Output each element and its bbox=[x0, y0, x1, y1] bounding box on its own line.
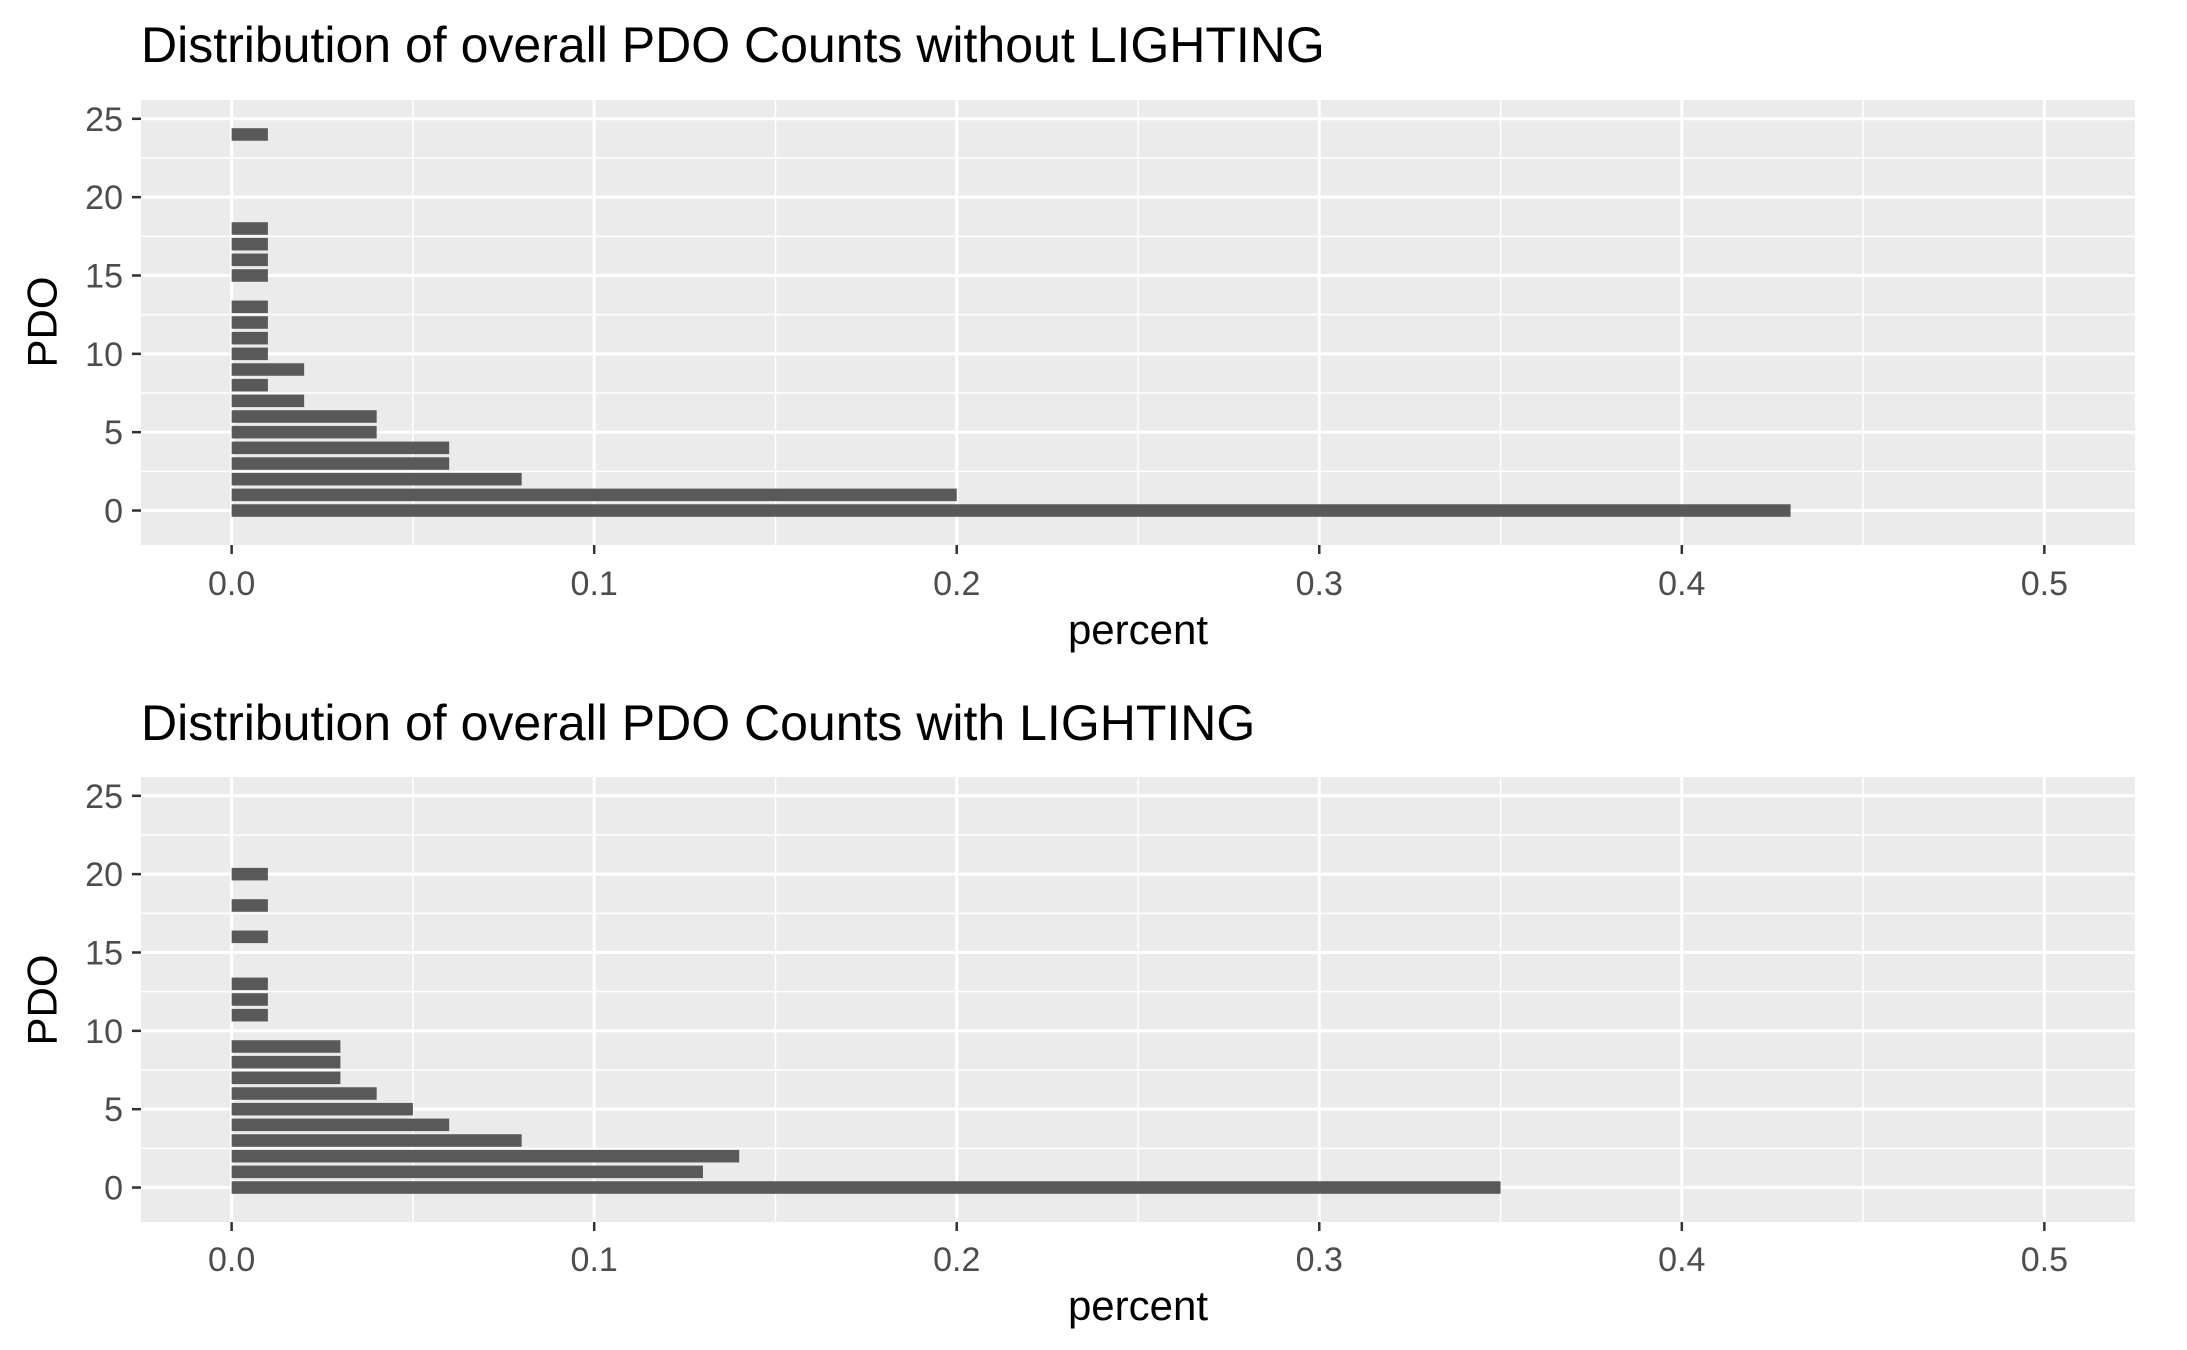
bar-pdo-10 bbox=[231, 347, 268, 361]
y-axis-title: PDO bbox=[19, 276, 66, 367]
x-tick-label: 0.3 bbox=[1296, 565, 1343, 603]
y-tick-label: 15 bbox=[85, 934, 123, 972]
y-tick-label: 10 bbox=[85, 1013, 123, 1051]
y-tick-label: 15 bbox=[85, 257, 123, 295]
y-tick-label: 0 bbox=[104, 493, 123, 531]
bar-pdo-8 bbox=[231, 378, 268, 392]
bar-pdo-16 bbox=[231, 253, 268, 267]
x-tick-label: 0.4 bbox=[1658, 1241, 1705, 1279]
x-tick-label: 0.3 bbox=[1296, 1241, 1343, 1279]
bar-pdo-13 bbox=[231, 300, 268, 314]
bar-pdo-11 bbox=[231, 331, 268, 345]
bar-pdo-15 bbox=[231, 269, 268, 282]
bar-pdo-7 bbox=[231, 1071, 341, 1085]
chart-with-lighting: Distribution of overall PDO Counts with … bbox=[19, 695, 2135, 1329]
x-axis-title: percent bbox=[1068, 1282, 1208, 1329]
bar-pdo-17 bbox=[231, 237, 268, 251]
x-tick-label: 0.0 bbox=[208, 565, 255, 603]
x-tick-label: 0.0 bbox=[208, 1241, 255, 1279]
bar-pdo-1 bbox=[231, 488, 957, 502]
bar-pdo-12 bbox=[231, 316, 268, 329]
x-tick-label: 0.2 bbox=[933, 565, 980, 603]
bar-pdo-13 bbox=[231, 977, 268, 991]
bar-pdo-16 bbox=[231, 930, 268, 944]
bar-pdo-9 bbox=[231, 1040, 341, 1053]
bar-pdo-3 bbox=[231, 457, 450, 470]
x-axis-title: percent bbox=[1068, 606, 1208, 653]
bar-pdo-2 bbox=[231, 1149, 740, 1163]
bar-pdo-5 bbox=[231, 425, 377, 439]
y-tick-label: 25 bbox=[85, 778, 123, 816]
bar-pdo-12 bbox=[231, 993, 268, 1006]
bar-pdo-24 bbox=[231, 128, 268, 141]
x-tick-label: 0.1 bbox=[571, 1241, 618, 1279]
chart-title: Distribution of overall PDO Counts witho… bbox=[141, 17, 1325, 73]
bar-pdo-3 bbox=[231, 1134, 522, 1147]
bar-pdo-8 bbox=[231, 1055, 341, 1069]
y-tick-label: 5 bbox=[104, 414, 123, 452]
bar-pdo-18 bbox=[231, 222, 268, 235]
bar-pdo-11 bbox=[231, 1008, 268, 1022]
y-axis-title: PDO bbox=[19, 954, 66, 1045]
x-tick-label: 0.5 bbox=[2021, 565, 2068, 603]
y-tick-label: 10 bbox=[85, 336, 123, 374]
bar-pdo-18 bbox=[231, 899, 268, 912]
bar-pdo-5 bbox=[231, 1102, 413, 1116]
y-tick-label: 0 bbox=[104, 1170, 123, 1208]
y-tick-label: 25 bbox=[85, 101, 123, 139]
bar-pdo-0 bbox=[231, 504, 1791, 517]
bar-pdo-6 bbox=[231, 410, 377, 423]
bar-pdo-4 bbox=[231, 441, 450, 455]
chart-title: Distribution of overall PDO Counts with … bbox=[141, 695, 1255, 751]
chart-without-lighting: Distribution of overall PDO Counts witho… bbox=[19, 17, 2135, 653]
bar-pdo-9 bbox=[231, 363, 305, 376]
bar-pdo-6 bbox=[231, 1087, 377, 1100]
bar-pdo-0 bbox=[231, 1181, 1501, 1194]
bar-pdo-4 bbox=[231, 1118, 450, 1132]
y-tick-label: 5 bbox=[104, 1091, 123, 1129]
y-tick-label: 20 bbox=[85, 179, 123, 217]
bar-pdo-1 bbox=[231, 1165, 703, 1179]
bar-pdo-7 bbox=[231, 394, 305, 408]
x-tick-label: 0.5 bbox=[2021, 1241, 2068, 1279]
bar-pdo-2 bbox=[231, 472, 522, 486]
x-tick-label: 0.2 bbox=[933, 1241, 980, 1279]
bar-pdo-20 bbox=[231, 867, 268, 881]
x-tick-label: 0.4 bbox=[1658, 565, 1705, 603]
y-tick-label: 20 bbox=[85, 856, 123, 894]
x-tick-label: 0.1 bbox=[571, 565, 618, 603]
